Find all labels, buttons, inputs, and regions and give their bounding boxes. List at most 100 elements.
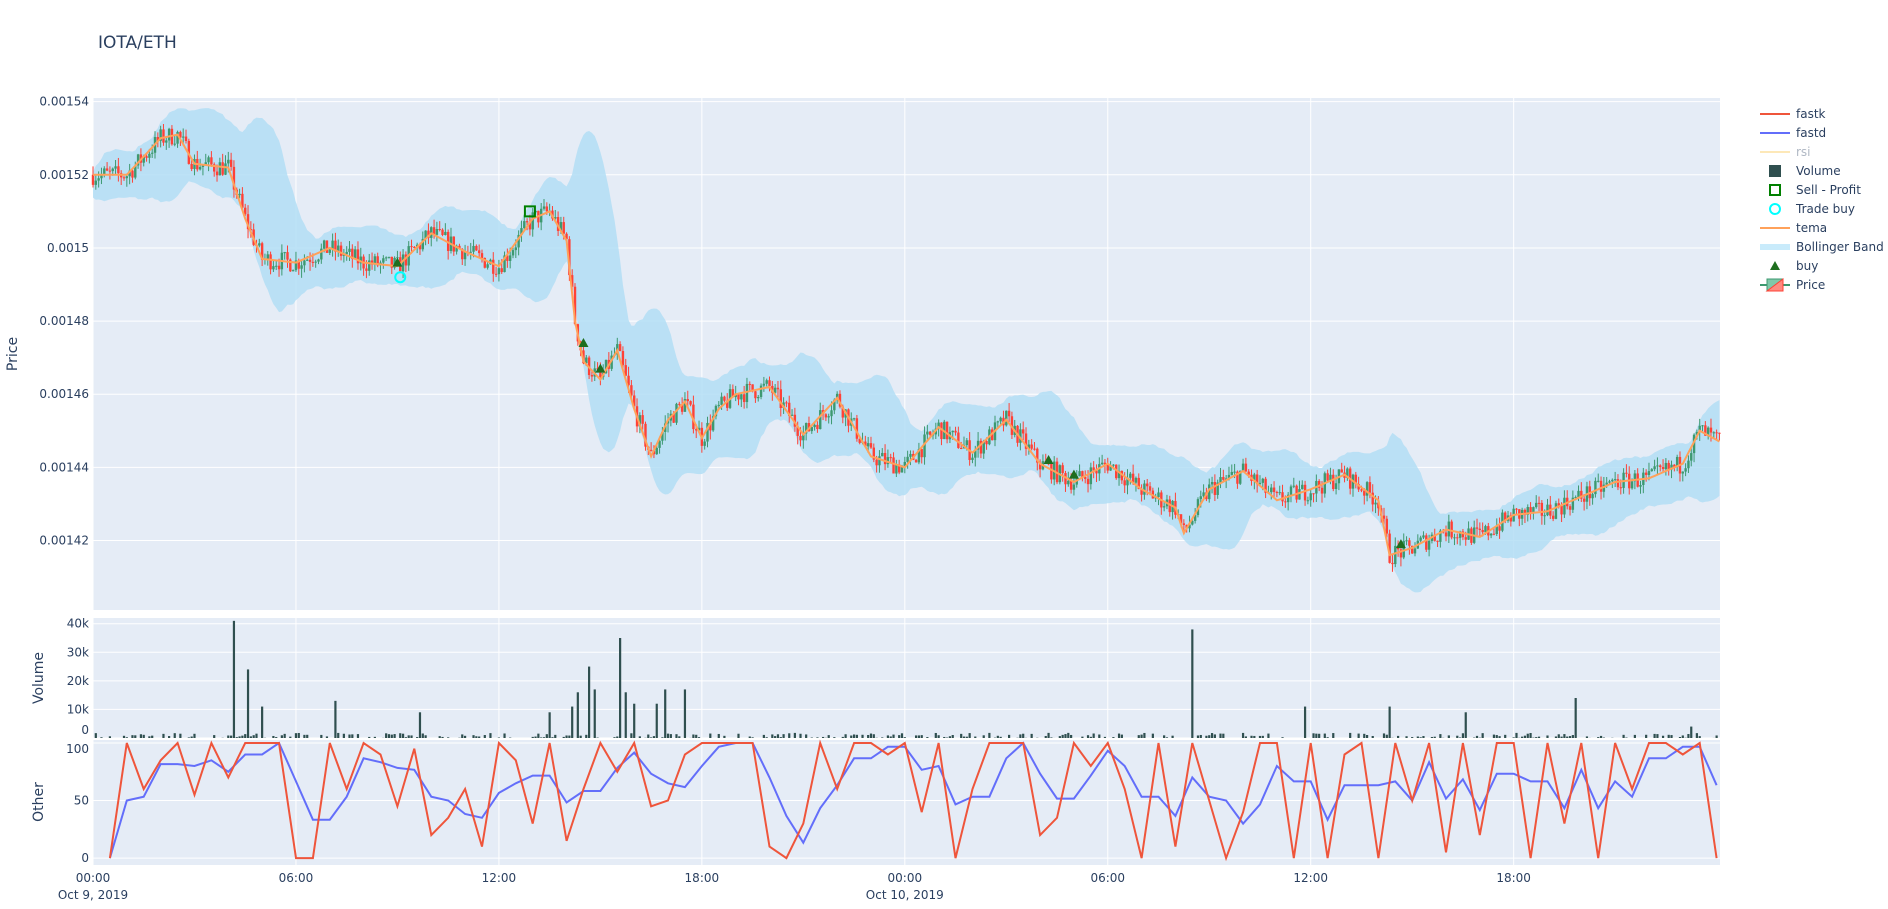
volume-bar <box>1165 737 1169 738</box>
candle-body <box>455 245 458 252</box>
candle-body <box>906 456 909 462</box>
price-candle <box>1554 500 1558 520</box>
price-candle <box>1582 494 1586 511</box>
candle-body <box>1656 465 1659 467</box>
volume-bar <box>1241 732 1245 738</box>
price-candle <box>1639 480 1642 494</box>
candle-body <box>1650 469 1653 472</box>
volume-bar <box>1574 698 1577 738</box>
candle-body <box>114 166 117 169</box>
volume-bar <box>1323 733 1326 738</box>
volume-bar <box>472 735 475 738</box>
candle-body <box>1391 562 1394 565</box>
legend-item-trade-buy[interactable]: Trade buy <box>1769 202 1855 216</box>
volume-bar <box>1137 735 1140 738</box>
price-candle <box>1289 484 1293 503</box>
candle-body <box>1272 487 1276 492</box>
candle-body <box>258 243 261 246</box>
candle-body <box>100 173 103 179</box>
price-candle <box>788 395 791 423</box>
candle-body <box>773 387 777 393</box>
candle-body <box>951 430 954 433</box>
volume-bar <box>1475 735 1479 738</box>
candle-body <box>184 136 188 141</box>
candle-body <box>345 251 348 255</box>
candle-body <box>413 246 416 248</box>
price-candle <box>1303 480 1307 506</box>
candle-body <box>492 259 495 274</box>
fastk-line <box>108 739 1718 862</box>
legend-item-rsi[interactable]: rsi <box>1760 145 1811 159</box>
candle-body <box>224 163 227 175</box>
price-candle <box>889 453 892 463</box>
candle-body <box>1706 427 1710 436</box>
candle-body <box>895 464 898 474</box>
price-candle <box>869 436 873 449</box>
volume-bar <box>1008 734 1011 738</box>
price-candle <box>1388 529 1391 564</box>
price-candle <box>1444 525 1448 542</box>
other-axis-title: Other <box>31 782 47 822</box>
volume-bar <box>678 736 681 738</box>
legend-item-price[interactable]: Price <box>1760 278 1825 292</box>
legend-item-fastk[interactable]: fastk <box>1760 107 1826 121</box>
candle-body <box>1540 502 1544 516</box>
price-candle <box>269 251 272 275</box>
price-candle <box>339 241 343 261</box>
price-candle <box>1571 490 1575 513</box>
volume-bar <box>1332 733 1335 738</box>
price-candle <box>353 246 357 260</box>
candle-body <box>630 385 633 396</box>
candle-body <box>852 418 856 420</box>
candle-body <box>1580 490 1583 499</box>
candle-body <box>570 275 574 287</box>
candle-body <box>136 154 140 166</box>
candle-body <box>621 351 625 366</box>
price-candle <box>404 251 408 273</box>
candle-body <box>1284 501 1287 503</box>
price-candle <box>678 401 681 407</box>
candle-body <box>1653 466 1656 470</box>
legend-item-bollinger-band[interactable]: Bollinger Band <box>1760 240 1884 254</box>
volume-bar <box>162 733 165 738</box>
candle-body <box>957 432 960 448</box>
volume-bar <box>793 732 796 738</box>
candle-body <box>1137 477 1140 489</box>
volume-bar <box>1645 734 1648 738</box>
candle-body <box>1698 425 1701 432</box>
price-candle <box>244 203 247 216</box>
price-candle <box>703 438 706 450</box>
candle-body <box>1659 465 1662 468</box>
legend-item-buy[interactable]: buy <box>1770 259 1818 273</box>
volume-bar <box>1058 736 1061 738</box>
candle-body <box>300 265 303 269</box>
volume-bar <box>424 735 427 738</box>
price-candle <box>435 221 439 242</box>
candle-body <box>229 159 233 167</box>
candle-body <box>179 131 182 138</box>
candle-body <box>1084 476 1087 479</box>
price-candle <box>878 450 881 473</box>
volume-bar <box>1529 732 1532 738</box>
x-tick-label: 12:00 <box>482 871 517 885</box>
price-candle <box>1024 427 1028 456</box>
candle-body <box>855 418 859 439</box>
candle-body <box>565 233 568 240</box>
candle-body <box>1289 486 1293 495</box>
price-candle <box>241 187 244 211</box>
price-candle <box>1281 484 1284 507</box>
legend-item-sell-profit[interactable]: Sell - Profit <box>1769 183 1861 197</box>
candle-body <box>1695 431 1699 435</box>
volume-bar <box>869 733 873 738</box>
volume-bar <box>447 737 450 738</box>
legend-item-tema[interactable]: tema <box>1760 221 1827 235</box>
legend-item-volume[interactable]: Volume <box>1769 164 1841 178</box>
volume-bar <box>1171 735 1174 738</box>
volume-bar <box>771 734 774 738</box>
candle-body <box>1275 491 1279 493</box>
price-candle <box>275 259 278 271</box>
legend-item-fastd[interactable]: fastd <box>1760 126 1826 140</box>
volume-bar <box>914 735 918 738</box>
candle-body <box>1433 534 1436 541</box>
